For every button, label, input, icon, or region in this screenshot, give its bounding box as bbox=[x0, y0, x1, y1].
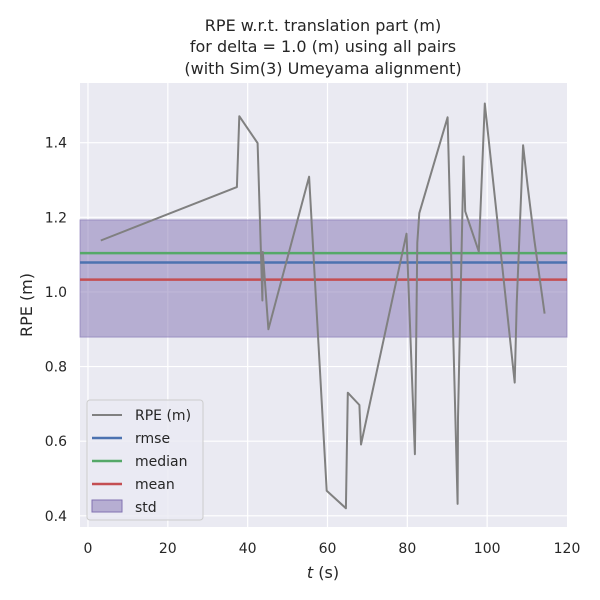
x-tick-label: 100 bbox=[474, 541, 501, 557]
x-axis-label-unit: (s) bbox=[313, 563, 339, 582]
stat-lines-layer bbox=[80, 251, 567, 281]
x-tick-label: 20 bbox=[159, 541, 177, 557]
chart-title-line-1: RPE w.r.t. translation part (m) bbox=[205, 16, 441, 35]
legend-swatch-std bbox=[91, 499, 123, 513]
chart-title-line-3: (with Sim(3) Umeyama alignment) bbox=[184, 59, 461, 78]
x-axis-label: t (s) bbox=[307, 563, 339, 582]
legend-label-std: std bbox=[135, 500, 157, 516]
x-axis-label-symbol: t bbox=[307, 563, 314, 582]
y-tick-label: 0.4 bbox=[45, 509, 67, 525]
y-tick-label: 0.6 bbox=[45, 434, 67, 450]
legend-label-median: median bbox=[135, 454, 187, 470]
x-axis-ticks: 0 20 40 60 80 100 120 bbox=[84, 541, 581, 557]
x-tick-label: 0 bbox=[84, 541, 93, 557]
x-tick-label: 40 bbox=[239, 541, 257, 557]
x-tick-label: 120 bbox=[554, 541, 581, 557]
legend-label-rpe: RPE (m) bbox=[135, 408, 191, 424]
y-axis-label: RPE (m) bbox=[17, 273, 36, 337]
series-layer bbox=[100, 102, 546, 510]
y-tick-label: 1.2 bbox=[45, 210, 67, 226]
x-tick-label: 80 bbox=[398, 541, 416, 557]
rpe-series-line bbox=[100, 102, 546, 510]
legend-label-mean: mean bbox=[135, 477, 175, 493]
chart-title: RPE w.r.t. translation part (m) for delt… bbox=[184, 16, 461, 78]
y-tick-label: 1.0 bbox=[45, 285, 67, 301]
legend-label-rmse: rmse bbox=[135, 431, 170, 447]
y-axis-ticks: 0.4 0.6 0.8 1.0 1.2 1.4 bbox=[45, 136, 67, 525]
legend-box bbox=[86, 399, 204, 521]
chart-title-line-2: for delta = 1.0 (m) using all pairs bbox=[190, 37, 456, 56]
legend: RPE (m) rmse median mean std bbox=[86, 399, 204, 521]
y-tick-label: 0.8 bbox=[45, 360, 67, 376]
y-tick-label: 1.4 bbox=[45, 136, 67, 152]
x-tick-label: 60 bbox=[319, 541, 337, 557]
